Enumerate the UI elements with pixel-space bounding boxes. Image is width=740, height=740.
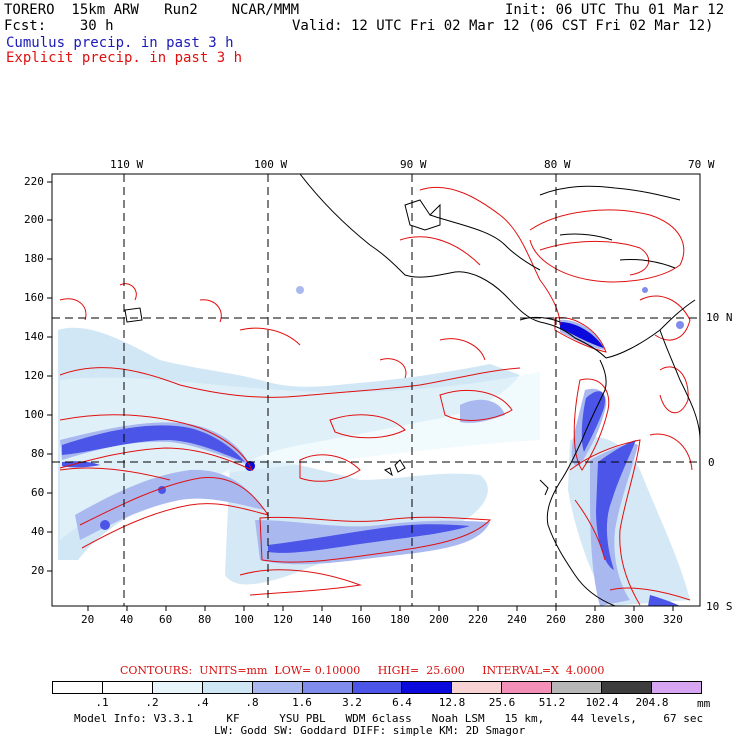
x-tick: 200 <box>429 613 449 626</box>
y-tick: 60 <box>31 486 45 499</box>
y-tick: 160 <box>24 291 44 304</box>
y-tick: 180 <box>24 252 44 265</box>
color-bar-level: 102.4 <box>585 696 619 709</box>
x-tick: 40 <box>120 613 134 626</box>
x-tick: 120 <box>273 613 293 626</box>
lat-label-10s: 10 S <box>706 600 733 613</box>
color-bar-level: 204.8 <box>635 696 669 709</box>
lon-label-80w: 80 W <box>544 158 571 171</box>
color-bar-level: 25.6 <box>488 696 516 709</box>
x-tick: 220 <box>468 613 488 626</box>
lon-label-110w: 110 W <box>110 158 144 171</box>
x-tick: 160 <box>351 613 371 626</box>
color-bar-level: .4 <box>195 696 209 709</box>
physics-info: LW: Godd SW: Goddard DIFF: simple KM: 2D… <box>214 724 526 737</box>
forecast-hour: Fcst: 30 h <box>4 18 114 34</box>
contour-info: CONTOURS: UNITS=mm LOW= 0.10000 HIGH= 25… <box>120 664 605 677</box>
color-bar-level: 1.6 <box>292 696 312 709</box>
color-bar-swatch <box>402 682 453 693</box>
lon-label-100w: 100 W <box>254 158 288 171</box>
color-bar-swatch <box>552 682 603 693</box>
color-bar-swatch <box>53 682 103 693</box>
y-tick: 140 <box>24 330 44 343</box>
color-bar-swatch <box>652 682 701 693</box>
lon-label-90w: 90 W <box>400 158 427 171</box>
x-tick: 260 <box>546 613 566 626</box>
color-bar-swatch <box>452 682 503 693</box>
model-title: TORERO 15km ARW Run2 NCAR/MMM <box>4 2 300 18</box>
y-tick: 100 <box>24 408 44 421</box>
color-bar-swatch <box>602 682 653 693</box>
color-bar-swatch <box>502 682 553 693</box>
coastlines <box>124 174 700 606</box>
x-tick: 180 <box>390 613 410 626</box>
x-tick: 280 <box>585 613 605 626</box>
y-tick: 80 <box>31 447 45 460</box>
y-tick: 40 <box>31 525 45 538</box>
color-bar-level: 12.8 <box>438 696 466 709</box>
x-tick: 300 <box>624 613 644 626</box>
model-info: Model Info: V3.3.1 KF YSU PBL WDM 6class… <box>74 712 704 725</box>
color-bar-swatch <box>252 682 303 693</box>
lon-label-70w: 70 W <box>688 158 715 171</box>
lat-label-0: 0 <box>708 456 715 469</box>
color-bar-level: .2 <box>145 696 159 709</box>
color-bar-level: 3.2 <box>342 696 362 709</box>
x-tick: 240 <box>507 613 527 626</box>
field-cumulus-precip: Cumulus precip. in past 3 h <box>6 35 234 51</box>
color-bar-level: .8 <box>245 696 259 709</box>
lat-lon-grid <box>52 174 700 606</box>
explicit-precip-contours <box>59 186 693 606</box>
y-tick: 220 <box>24 175 44 188</box>
y-tick: 200 <box>24 213 44 226</box>
color-bar-swatch <box>152 682 203 693</box>
color-bar <box>52 681 702 694</box>
color-bar-swatch <box>102 682 153 693</box>
lat-label-10n: 10 N <box>706 311 733 324</box>
y-tick: 20 <box>31 564 45 577</box>
color-bar-level: .1 <box>95 696 109 709</box>
map-frame <box>51 173 701 607</box>
x-tick: 60 <box>159 613 173 626</box>
color-bar-swatch <box>352 682 403 693</box>
color-bar-swatch <box>302 682 353 693</box>
y-tick: 120 <box>24 369 44 382</box>
color-bar-unit: mm <box>697 697 711 710</box>
x-tick: 140 <box>312 613 332 626</box>
x-tick: 20 <box>81 613 95 626</box>
init-time: Init: 06 UTC Thu 01 Mar 12 <box>505 2 725 18</box>
color-bar-swatch <box>202 682 253 693</box>
x-tick: 80 <box>198 613 212 626</box>
color-bar-level: 51.2 <box>538 696 566 709</box>
axis-ticks <box>47 181 674 611</box>
color-bar-level: 6.4 <box>392 696 412 709</box>
valid-time: Valid: 12 UTC Fri 02 Mar 12 (06 CST Fri … <box>292 18 714 34</box>
x-tick: 100 <box>234 613 254 626</box>
x-tick: 320 <box>663 613 683 626</box>
field-explicit-precip: Explicit precip. in past 3 h <box>6 50 243 66</box>
